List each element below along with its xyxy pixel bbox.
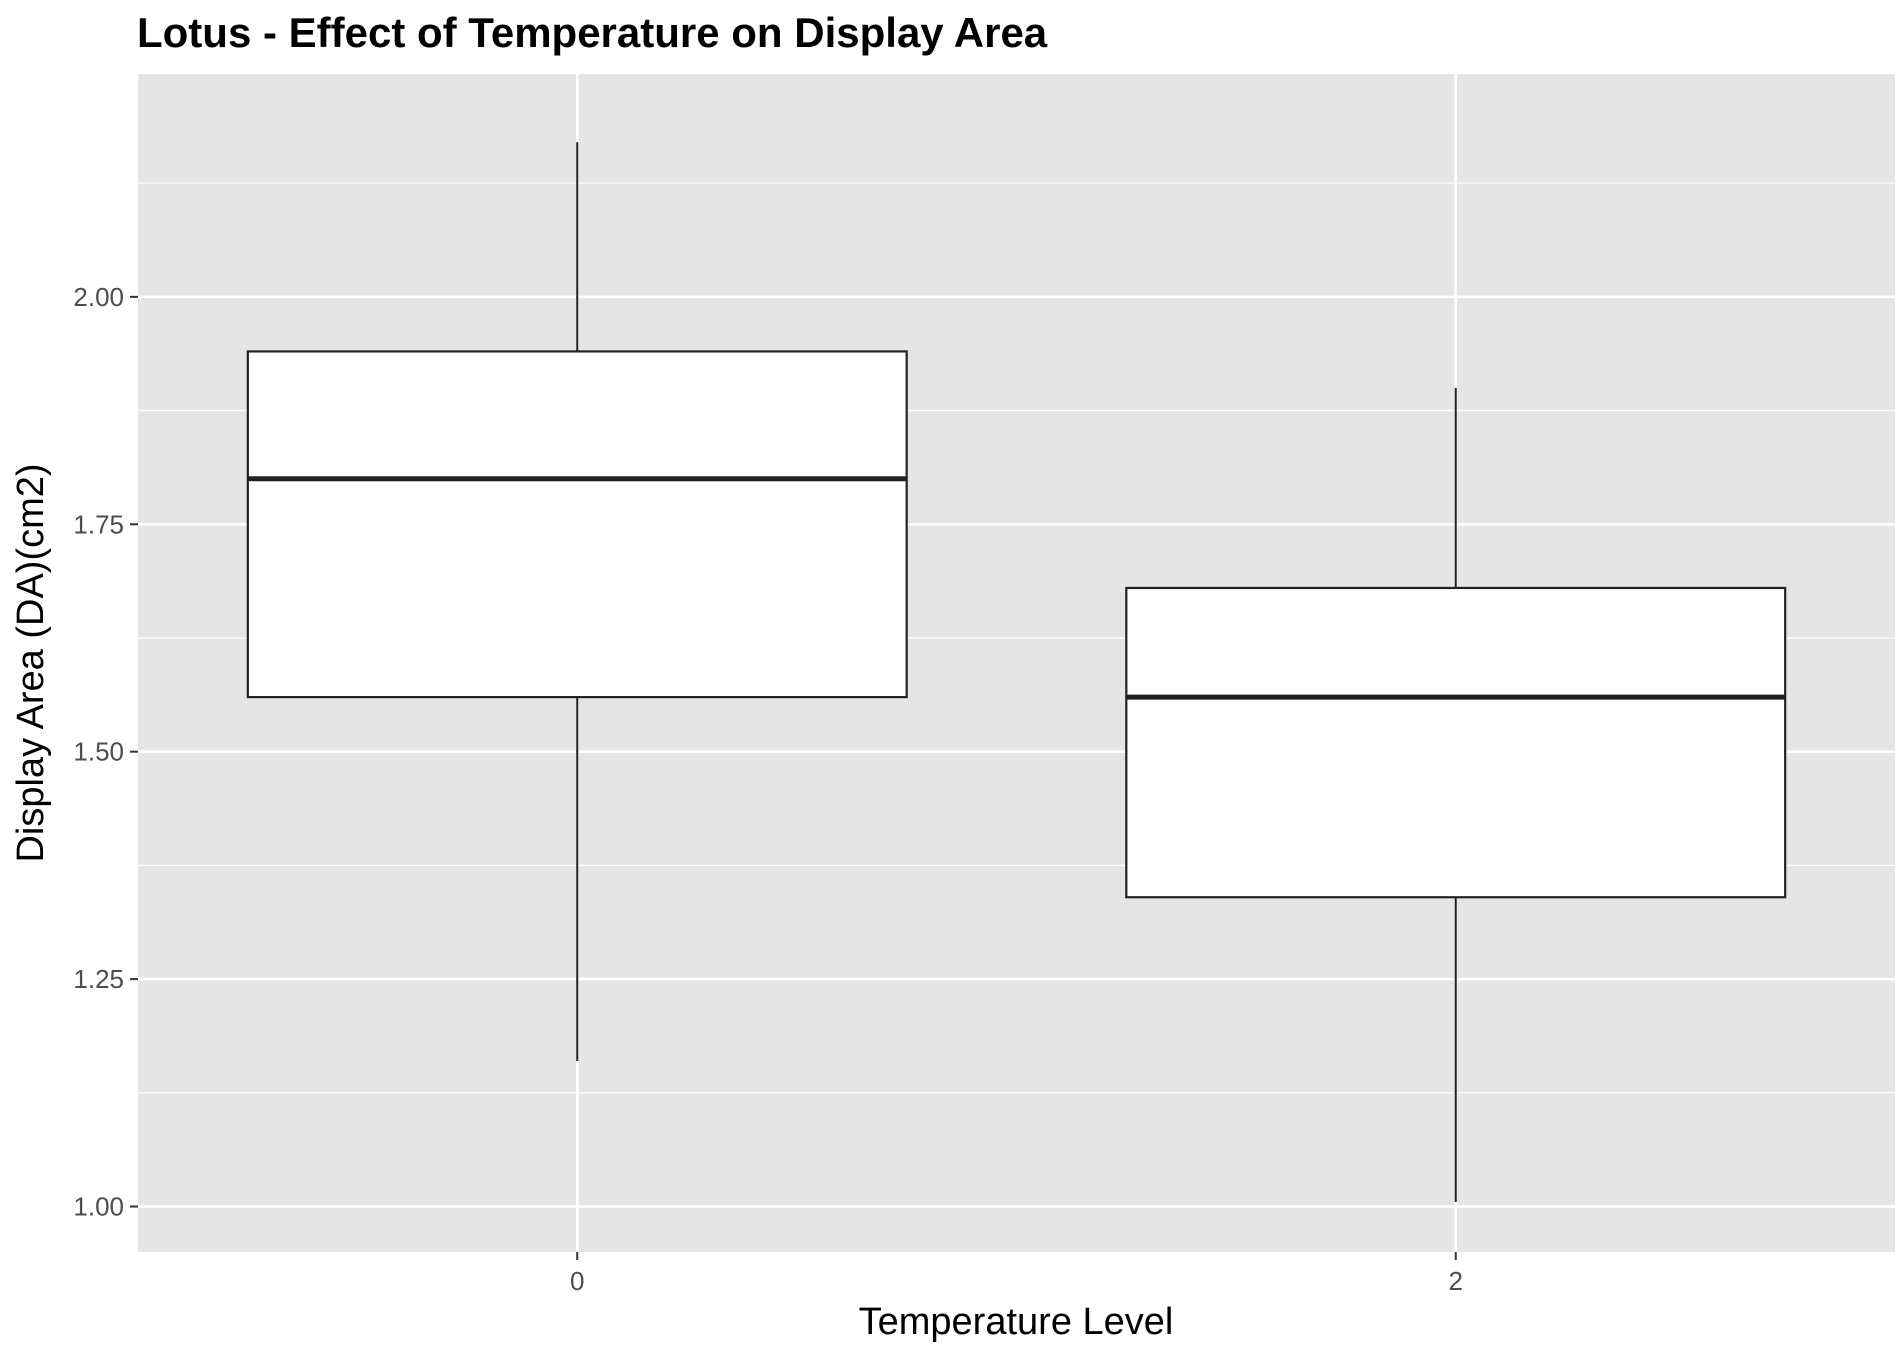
box-iqr <box>1125 586 1787 899</box>
box-series <box>246 142 1787 1202</box>
y-tick-label: 1.75 <box>73 509 124 539</box>
box-iqr <box>246 350 908 699</box>
y-axis: 1.00 1.25 1.50 1.75 2.00 <box>73 282 138 1222</box>
x-tick-label: 2 <box>1449 1266 1463 1296</box>
box-2 <box>1125 387 1787 1202</box>
box-0 <box>246 142 908 1061</box>
y-tick-label: 1.25 <box>73 964 124 994</box>
y-axis-title: Display Area (DA)(cm2) <box>10 463 52 862</box>
y-tick-label: 2.00 <box>73 282 124 312</box>
y-tick-label: 1.50 <box>73 737 124 767</box>
x-axis-title: Temperature Level <box>859 1301 1174 1343</box>
x-tick-label: 0 <box>570 1266 584 1296</box>
chart-title: Lotus - Effect of Temperature on Display… <box>137 9 1048 56</box>
y-tick-label: 1.00 <box>73 1192 124 1222</box>
